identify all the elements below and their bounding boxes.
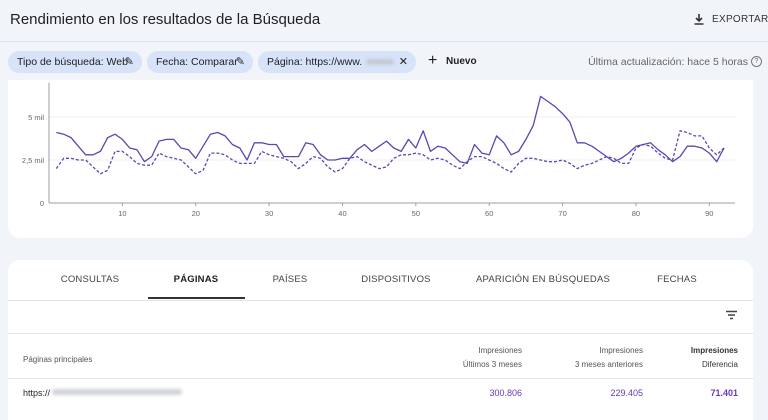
- divider: [8, 378, 753, 379]
- export-button[interactable]: EXPORTAR: [712, 14, 768, 25]
- chart-card: 0 2,5 mil 5 mil 10 20 30 40 50 60 70 80 90: [8, 80, 753, 238]
- page-url[interactable]: https://: [23, 388, 51, 398]
- page-title: Rendimiento en los resultados de la Búsq…: [10, 11, 321, 28]
- tab[interactable]: APARICIÓN EN BÚSQUEDAS: [475, 274, 611, 285]
- x-tick-label: 10: [118, 209, 126, 218]
- tab-indicator: [148, 297, 245, 299]
- x-tick-label: 20: [192, 209, 200, 218]
- redacted-url: [52, 389, 182, 395]
- x-tick-label: 80: [632, 209, 640, 218]
- add-icon[interactable]: +: [428, 52, 438, 69]
- divider: [0, 41, 768, 42]
- chart: 0 2,5 mil 5 mil 10 20 30 40 50 60 70 80 90: [22, 82, 735, 218]
- page: Rendimiento en los resultados de la Búsq…: [0, 11, 768, 420]
- chip-label: Tipo de búsqueda: Web: [17, 56, 128, 68]
- column-subheader: Diferencia: [701, 360, 738, 369]
- chip-label: Página: https://www.: [267, 56, 363, 68]
- column-header[interactable]: Páginas principales: [23, 355, 93, 364]
- tab[interactable]: PÁGINAS: [173, 274, 219, 285]
- last-update: Última actualización: hace 5 horas: [588, 56, 748, 68]
- cell-value: 300.806: [489, 388, 522, 398]
- chip-label: Fecha: Comparar: [156, 56, 238, 68]
- tab[interactable]: CONSULTAS: [60, 274, 120, 285]
- filter-icon[interactable]: [725, 310, 738, 320]
- series-line: [55, 130, 725, 175]
- tab[interactable]: FECHAS: [657, 274, 697, 285]
- filter-chip[interactable]: Fecha: Comparar ✎: [147, 51, 253, 73]
- help-icon[interactable]: ?: [751, 56, 762, 67]
- x-tick-label: 40: [338, 209, 346, 218]
- column-subheader: 3 meses anteriores: [574, 360, 643, 369]
- x-tick-label: 90: [705, 209, 713, 218]
- new-filter-button[interactable]: Nuevo: [446, 56, 477, 67]
- series-line: [56, 95, 725, 165]
- cell-value: 71.401: [710, 388, 738, 398]
- x-tick-label: 50: [412, 209, 420, 218]
- y-tick-label: 0: [40, 199, 44, 208]
- divider: [8, 300, 753, 301]
- column-subheader: Últimos 3 meses: [462, 360, 522, 369]
- x-tick-label: 60: [485, 209, 493, 218]
- y-tick-label: 5 mil: [28, 113, 44, 122]
- filter-chip[interactable]: Tipo de búsqueda: Web ✎: [8, 51, 142, 73]
- y-tick-label: 2,5 mil: [22, 156, 44, 165]
- divider: [8, 333, 753, 334]
- x-tick-label: 30: [265, 209, 273, 218]
- tab[interactable]: DISPOSITIVOS: [361, 274, 431, 285]
- column-header[interactable]: Impresiones: [599, 346, 643, 355]
- tab[interactable]: PAÍSES: [272, 274, 308, 285]
- column-header[interactable]: Impresiones: [478, 346, 522, 355]
- download-icon[interactable]: [693, 13, 705, 26]
- x-tick-label: 70: [558, 209, 566, 218]
- cell-value: 229.405: [610, 388, 643, 398]
- column-header[interactable]: Impresiones: [690, 346, 738, 355]
- filter-chip[interactable]: Página: https://www. ✕: [258, 51, 416, 73]
